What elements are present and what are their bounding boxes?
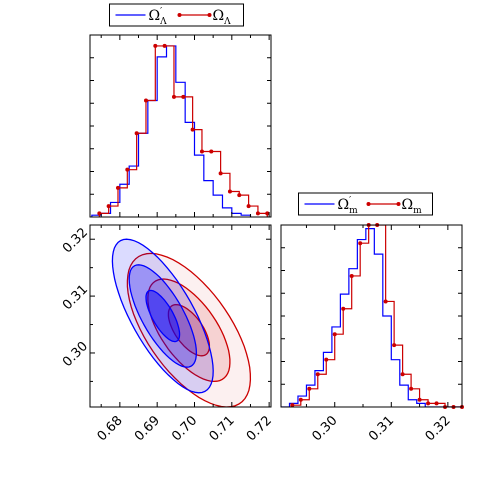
histogram-point xyxy=(190,127,195,132)
y-tick-label: 0.32 xyxy=(60,225,91,256)
histogram-point xyxy=(134,131,139,136)
omega-joint-contour-panel: 0.68 0.69 0.70 0.71 0.72 0.30 0.31 0.32 xyxy=(60,224,275,444)
histogram-point xyxy=(417,397,422,402)
omega-lambda-prime-omega-m-prime-contour-1sigma xyxy=(145,289,181,343)
histogram-point xyxy=(246,204,251,209)
histogram-point xyxy=(324,357,329,362)
omega-lambda-legend-label: ΩΛ xyxy=(213,8,232,27)
x-tick-label: 0.69 xyxy=(132,413,163,444)
histogram-point xyxy=(115,185,120,190)
omega-m-legend-label: Ω′ m xyxy=(338,196,359,216)
y-tick-label: 0.30 xyxy=(60,339,91,370)
omega-m-histogram-panel: 0.30 0.31 0.32 Ω′ m Ωm xyxy=(280,192,464,444)
omega-lambda-histogram-panel: Ω′ Λ ΩΛ xyxy=(89,3,272,218)
omega-m-prime-step xyxy=(281,228,462,407)
omega-m-step xyxy=(291,225,462,407)
omega-lambda-omega-m-contour-1sigma xyxy=(167,303,211,357)
histogram-point xyxy=(400,372,405,377)
omega-m-legend-frame xyxy=(298,192,433,216)
omega-lambda-prime-step xyxy=(91,45,252,217)
histogram-point xyxy=(255,211,260,216)
histogram-point xyxy=(265,211,270,216)
histogram-point xyxy=(106,204,111,209)
histogram-point xyxy=(426,401,431,406)
histogram-point xyxy=(171,94,176,99)
x-tick-label: 0.30 xyxy=(309,413,340,444)
x-tick-label: 0.72 xyxy=(244,413,275,444)
histogram-point xyxy=(181,94,186,99)
x-tick-label: 0.70 xyxy=(169,413,200,444)
histogram-point xyxy=(383,299,388,304)
histogram-point xyxy=(332,332,337,337)
histogram-point xyxy=(125,167,130,172)
top-left-frame xyxy=(89,34,272,218)
omega-lambda-omega-m-contour-3sigma xyxy=(126,252,252,407)
histogram-point xyxy=(227,189,232,194)
omega-lambda-step xyxy=(98,45,268,217)
bottom-right-frame xyxy=(280,224,463,408)
omega-lambda-prime-omega-m-prime-contour-2sigma xyxy=(128,264,198,368)
histogram-point xyxy=(409,386,414,391)
histogram-point xyxy=(349,273,354,278)
x-tick-label: 0.71 xyxy=(207,413,238,444)
histogram-point xyxy=(153,43,158,48)
omega-lambda-legend-marker xyxy=(177,13,182,17)
bottom-left-frame xyxy=(89,224,272,408)
omega-m-legend-label: Ωm xyxy=(402,197,423,216)
histogram-point xyxy=(199,149,204,154)
omega-m-legend-marker xyxy=(396,202,401,206)
histogram-point xyxy=(341,306,346,311)
histogram-point xyxy=(218,171,223,176)
histogram-point xyxy=(143,98,148,103)
histogram-point xyxy=(209,149,214,154)
omega-lambda-legend-frame xyxy=(109,3,244,27)
omega-lambda-prime-omega-m-prime-contour-3sigma xyxy=(111,238,214,394)
x-tick-label: 0.32 xyxy=(423,413,454,444)
x-tick-label: 0.68 xyxy=(95,413,126,444)
omega-m-legend-marker xyxy=(366,202,371,206)
histogram-point xyxy=(237,193,242,198)
x-tick-label: 0.31 xyxy=(366,413,397,444)
omega-lambda-legend-marker xyxy=(207,13,212,17)
histogram-point xyxy=(315,372,320,377)
histogram-point xyxy=(298,397,303,402)
y-tick-label: 0.31 xyxy=(60,282,91,313)
contour-group xyxy=(111,238,252,407)
histogram-point xyxy=(97,211,102,216)
histogram-point xyxy=(307,386,312,391)
histogram-point xyxy=(434,401,439,406)
omega-lambda-legend-label: Ω′ Λ xyxy=(149,7,168,27)
histogram-point xyxy=(290,403,295,408)
histogram-point xyxy=(162,43,167,48)
histogram-point xyxy=(392,343,397,348)
histogram-point xyxy=(358,241,363,246)
